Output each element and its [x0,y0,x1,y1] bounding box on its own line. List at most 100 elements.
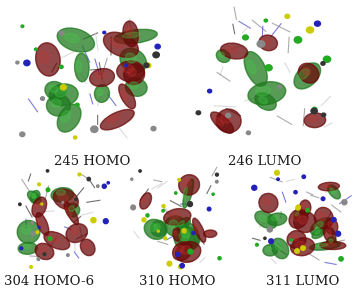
Ellipse shape [75,53,89,82]
Circle shape [62,201,64,204]
Ellipse shape [271,216,279,220]
Ellipse shape [117,61,144,82]
Ellipse shape [303,67,311,75]
Circle shape [75,198,77,201]
Circle shape [277,178,279,181]
Circle shape [321,197,325,201]
Ellipse shape [49,84,78,106]
Ellipse shape [287,230,306,249]
Ellipse shape [30,191,40,203]
Circle shape [188,202,193,207]
Ellipse shape [104,32,138,57]
Ellipse shape [173,228,181,241]
Ellipse shape [124,64,145,85]
Circle shape [91,126,98,133]
Ellipse shape [23,244,30,249]
Ellipse shape [301,204,306,210]
Circle shape [296,206,300,210]
Ellipse shape [22,225,31,234]
Ellipse shape [204,230,217,237]
Circle shape [332,217,336,222]
Circle shape [207,89,212,93]
Ellipse shape [114,29,157,44]
Ellipse shape [310,218,332,235]
Circle shape [178,265,182,269]
Ellipse shape [325,243,336,246]
Ellipse shape [125,78,147,96]
Circle shape [176,252,180,256]
Circle shape [73,136,77,139]
Ellipse shape [255,211,277,229]
Ellipse shape [80,239,95,256]
Ellipse shape [32,193,36,198]
Circle shape [257,41,265,47]
Ellipse shape [126,26,132,37]
Ellipse shape [267,213,287,226]
Ellipse shape [110,37,124,48]
Ellipse shape [97,89,103,96]
Circle shape [36,231,39,233]
Ellipse shape [119,84,135,109]
Ellipse shape [56,190,66,195]
Ellipse shape [17,220,40,243]
Ellipse shape [216,109,241,133]
Circle shape [192,232,195,235]
Circle shape [265,65,272,71]
Ellipse shape [169,212,180,219]
Circle shape [59,31,64,35]
Ellipse shape [165,216,186,236]
Text: 311 LUMO: 311 LUMO [266,275,339,288]
Ellipse shape [299,69,309,79]
Circle shape [294,37,302,43]
Ellipse shape [329,239,333,243]
Ellipse shape [259,193,278,213]
Ellipse shape [149,223,157,231]
Ellipse shape [18,243,37,254]
Circle shape [264,237,266,239]
Ellipse shape [64,33,79,43]
Circle shape [264,19,268,22]
Ellipse shape [193,218,206,242]
Ellipse shape [194,225,199,234]
Ellipse shape [183,179,194,208]
Ellipse shape [36,213,49,235]
Circle shape [157,230,159,232]
Ellipse shape [37,218,43,227]
Ellipse shape [259,35,277,51]
Circle shape [321,113,326,117]
Circle shape [34,48,37,50]
Circle shape [295,249,299,253]
Circle shape [212,193,214,195]
Ellipse shape [308,116,317,122]
Circle shape [164,237,167,240]
Ellipse shape [330,188,335,194]
Ellipse shape [57,28,94,52]
Circle shape [294,191,297,194]
Ellipse shape [291,238,315,256]
Circle shape [174,192,177,194]
Circle shape [31,232,35,236]
Circle shape [269,239,274,244]
Circle shape [336,231,341,236]
Ellipse shape [211,112,233,133]
Text: 304 HOMO-6: 304 HOMO-6 [4,275,94,288]
Ellipse shape [328,221,333,228]
Ellipse shape [58,193,68,201]
Circle shape [226,113,231,117]
Ellipse shape [291,234,298,241]
Circle shape [339,257,343,261]
Circle shape [21,25,24,27]
Ellipse shape [263,197,270,205]
Ellipse shape [169,220,178,228]
Ellipse shape [256,86,270,96]
Circle shape [285,14,290,18]
Circle shape [306,209,310,212]
Ellipse shape [39,51,49,64]
Circle shape [131,178,133,180]
Ellipse shape [174,231,177,236]
Circle shape [290,242,292,244]
Ellipse shape [314,207,333,229]
Ellipse shape [221,114,231,124]
Ellipse shape [126,53,136,63]
Ellipse shape [259,215,268,222]
